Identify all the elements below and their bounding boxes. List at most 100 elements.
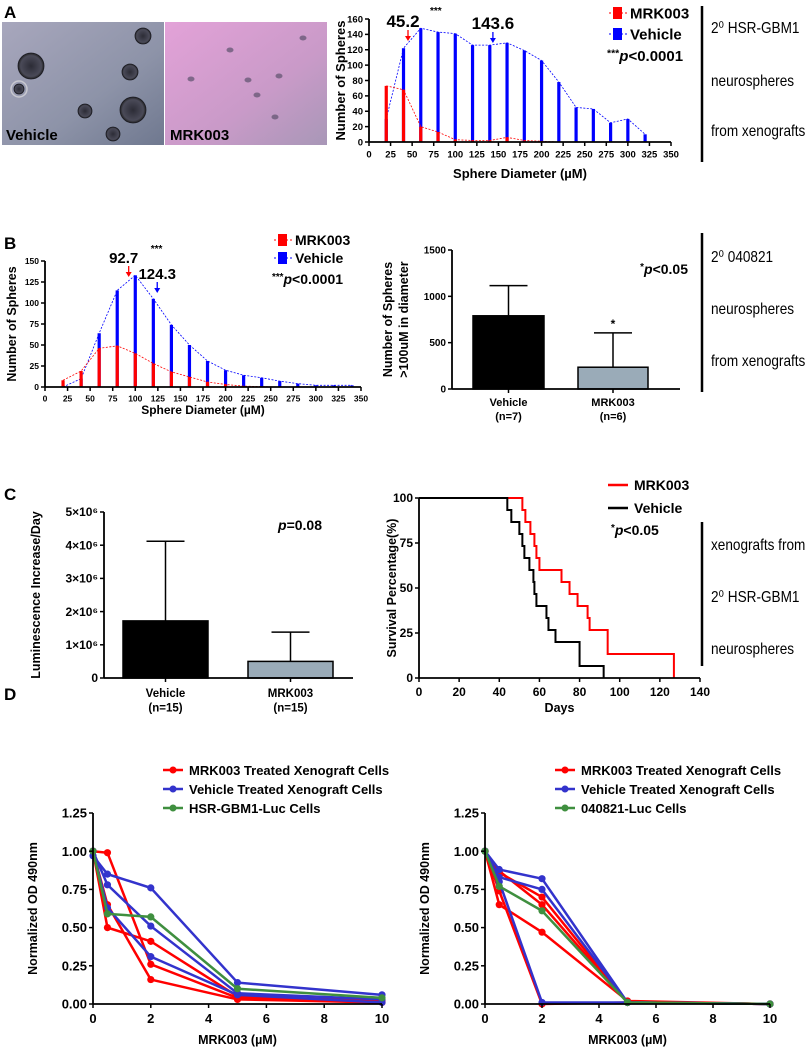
y-axis-label: Luminescence Increase/Day	[29, 511, 43, 678]
legend-label: MRK003 Treated Xenograft Cells	[189, 763, 389, 778]
y-tick-label: 4×10⁶	[65, 538, 98, 552]
panel-label-c: C	[4, 485, 16, 504]
survival-curve-vehicle	[419, 497, 605, 678]
side-label-line: neurospheres	[711, 301, 794, 318]
p-value-stars: ***	[607, 48, 620, 60]
dose-response-line	[483, 850, 771, 1006]
bar-vehicle	[472, 315, 545, 390]
y-tick-label: 50	[400, 581, 414, 595]
x-tick-label: 300	[620, 150, 636, 161]
bar-mrk003	[79, 371, 83, 387]
y-tick-label: 1500	[424, 246, 447, 257]
dose-response-line	[483, 850, 771, 1006]
legend-marker	[278, 234, 287, 246]
bar-vehicle	[296, 383, 300, 387]
y-tick-label: 1000	[424, 292, 447, 303]
data-point	[378, 994, 386, 1002]
data-point	[233, 985, 242, 993]
data-point	[538, 907, 546, 915]
category-n-label: (n=15)	[148, 703, 182, 715]
x-tick-label: 225	[241, 394, 255, 404]
y-tick-label: 1.00	[454, 844, 479, 859]
cell-debris	[187, 76, 195, 82]
y-tick-label: 100	[25, 298, 39, 308]
y-tick-label: 120	[347, 45, 363, 56]
y-tick-label: 160	[347, 14, 363, 25]
neurosphere	[105, 126, 121, 142]
y-axis-label: Survival Percentage(%)	[385, 519, 399, 658]
legend-marker	[278, 252, 287, 264]
y-tick-label: 0.25	[454, 958, 479, 973]
y-tick-label: 50	[30, 340, 40, 350]
dose-response-line	[484, 850, 771, 1006]
data-point	[538, 885, 546, 894]
legend-item: MRK003	[608, 477, 689, 493]
y-tick-label: 0	[91, 671, 98, 685]
x-tick-label: 60	[533, 685, 547, 699]
arrow-head	[489, 38, 496, 43]
data-point	[147, 922, 155, 930]
neurosphere	[77, 103, 93, 119]
bar-mrk003	[384, 85, 388, 142]
y-tick-label: 0	[34, 382, 39, 392]
bar-vehicle	[574, 107, 578, 142]
y-tick-label: 0.50	[62, 920, 87, 935]
x-tick-label: 300	[309, 394, 323, 404]
x-tick-label: 25	[63, 394, 73, 404]
category-label: MRK003	[591, 397, 634, 409]
y-tick-label: 5×10⁶	[65, 505, 98, 519]
bar-vehicle	[260, 377, 264, 387]
side-label-line: 2⁰ HSR-GBM1	[711, 20, 799, 37]
y-tick-label: 0	[406, 671, 413, 685]
x-tick-label: 4	[595, 1011, 603, 1026]
x-tick-label: 2	[538, 1011, 545, 1026]
x-axis-label: MRK003 (µM)	[198, 1033, 277, 1047]
dose-response-line	[483, 850, 771, 1006]
chart-b2: Vehicle (n=7) MRK003 (n=6) * 0 500 1000 1500 Numb…	[381, 246, 688, 424]
neurosphere-halo	[10, 80, 28, 98]
y-tick-label: 0.50	[454, 920, 479, 935]
significance-star: *	[611, 317, 616, 331]
bar-vehicle	[453, 33, 457, 143]
y-tick-label: 25	[30, 361, 40, 371]
dose-response-line	[483, 850, 771, 1006]
bar-vehicle	[505, 42, 509, 142]
legend-label: MRK003	[295, 232, 350, 248]
legend-label: HSR-GBM1-Luc Cells	[189, 801, 320, 816]
data-point	[147, 975, 155, 984]
x-tick-label: 325	[641, 150, 658, 161]
side-label-line: 2⁰ HSR-GBM1	[711, 589, 799, 606]
survival-curve-mrk003	[419, 497, 675, 678]
panel-label-d: D	[4, 685, 16, 704]
data-point	[495, 882, 503, 890]
p-value-threshold: <0.0001	[628, 48, 683, 65]
data-point	[103, 924, 112, 932]
y-tick-label: 0.75	[62, 882, 87, 897]
bar-vehicle	[419, 28, 423, 143]
bar-vehicle	[470, 45, 475, 143]
data-point	[233, 991, 242, 999]
panel-label-a: A	[4, 3, 16, 22]
y-tick-label: 125	[25, 277, 39, 287]
bar-vehicle	[609, 122, 613, 142]
y-tick-label: 0.25	[62, 958, 87, 973]
arrow-head	[405, 36, 412, 41]
x-tick-label: 200	[218, 394, 232, 404]
significance-stars: ***	[430, 6, 442, 17]
legend-label: Vehicle Treated Xenograft Cells	[581, 782, 775, 797]
mean-arrow	[154, 282, 161, 293]
x-tick-label: 325	[331, 394, 345, 404]
y-tick-label: 100	[347, 60, 363, 71]
neurosphere	[134, 27, 152, 45]
x-tick-label: 100	[610, 685, 630, 699]
data-point	[103, 870, 112, 878]
data-point	[147, 884, 155, 892]
p-value-symbol: p	[614, 522, 624, 538]
y-tick-label: 1.00	[62, 844, 87, 859]
x-tick-label: 10	[375, 1011, 389, 1026]
side-label-line: from xenografts	[711, 353, 805, 370]
p-value: p=0.08	[277, 517, 322, 533]
legend-label: MRK003	[630, 5, 689, 22]
side-label-a: 2⁰ HSR-GBM1 neurospheres from xenografts	[700, 6, 805, 162]
